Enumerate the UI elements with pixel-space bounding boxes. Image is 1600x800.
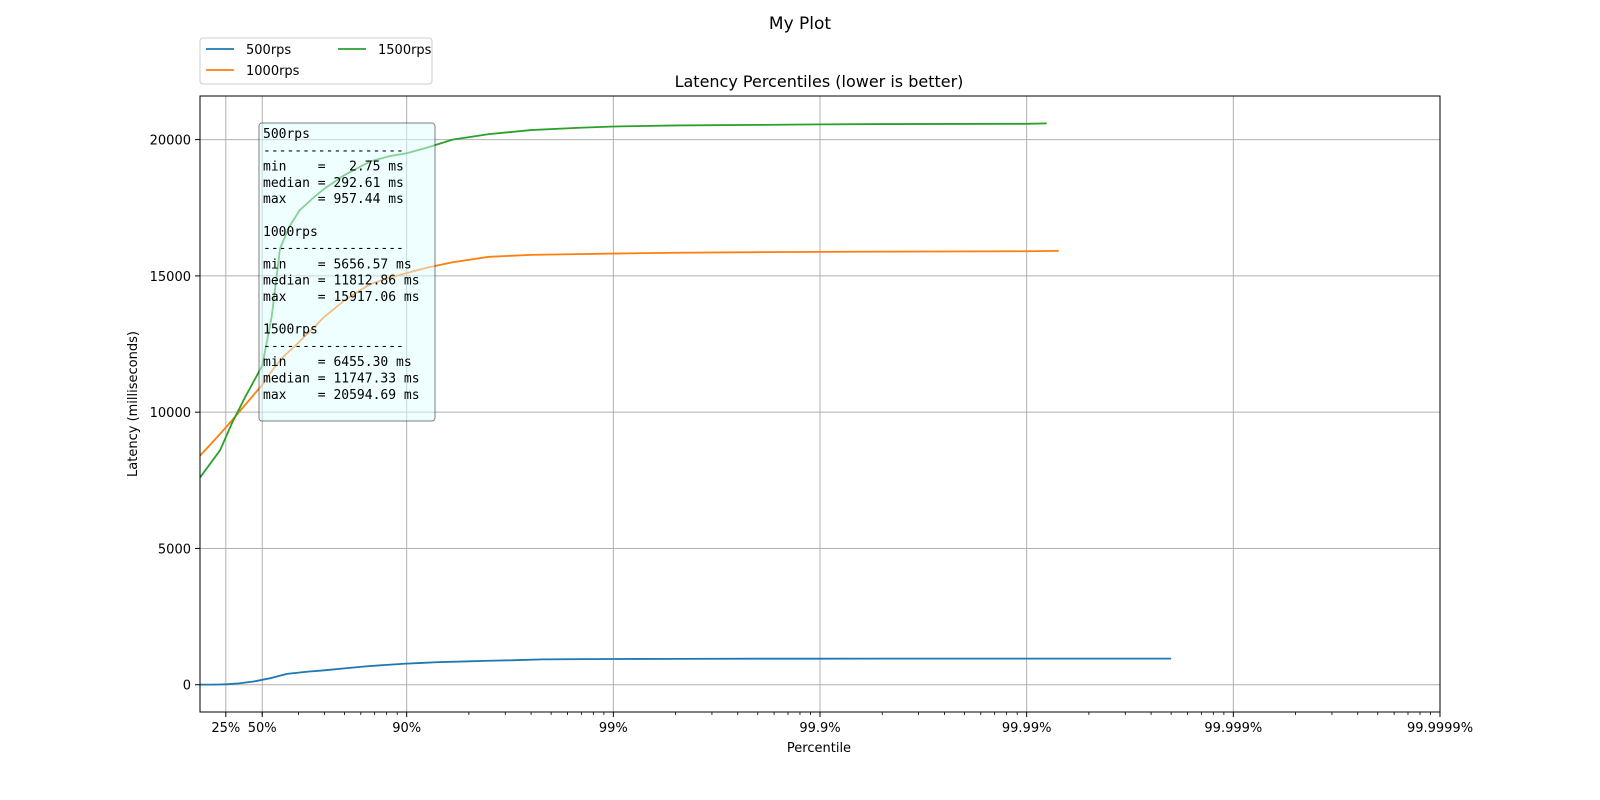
stats-line: ------------------ [263,143,404,158]
legend-label: 1500rps [378,43,432,58]
stats-line: ------------------ [263,339,404,354]
x-tick-label: 99.999% [1204,721,1262,736]
legend-box [199,37,433,85]
x-tick-label: 99.99% [1002,721,1052,736]
y-tick-label: 10000 [150,406,191,421]
figure-title: My Plot [769,14,832,34]
stats-line: min = 2.75 ms [263,160,404,175]
stats-box: 500rps------------------min = 2.75 msmed… [258,122,436,422]
legend: 500rps 1000rps 1500rps [199,37,433,85]
axes-title: Latency Percentiles (lower is better) [675,72,964,91]
stats-line: median = 292.61 ms [263,176,404,191]
legend-label: 1000rps [246,64,300,79]
stats-line: ------------------ [263,241,404,256]
y-axis-label: Latency (milliseconds) [126,331,141,477]
stats-box-background [258,122,436,422]
y-tick-label: 20000 [150,134,191,149]
stats-line: max = 957.44 ms [263,192,404,207]
x-tick-label: 99.9% [799,721,840,736]
stats-line: median = 11747.33 ms [263,372,420,387]
stats-line: min = 5656.57 ms [263,257,412,272]
legend-label: 500rps [246,43,291,58]
x-axis-label: Percentile [787,741,851,756]
x-tick-label: 50% [248,721,277,736]
y-tick-label: 0 [183,679,191,694]
stats-line: 1500rps [263,323,318,338]
x-axis-ticks: 25% 50% 90% 99% 99.9% 99.99% 99.999% 99.9999% [211,712,1473,736]
x-tick-label: 25% [211,721,240,736]
stats-line: 1000rps [263,225,318,240]
stats-line: 500rps [263,127,310,142]
x-tick-label: 99% [599,721,628,736]
stats-line: max = 20594.69 ms [263,388,420,403]
series-line-500rps [199,657,1172,686]
y-tick-label: 15000 [150,270,191,285]
stats-line: median = 11812.86 ms [263,274,420,289]
stats-line: max = 15917.06 ms [263,290,420,305]
stats-line: min = 6455.30 ms [263,355,412,370]
y-axis-ticks: 0 5000 10000 15000 20000 [150,134,200,694]
x-tick-label: 90% [392,721,421,736]
y-tick-label: 5000 [158,542,191,557]
x-tick-label: 99.9999% [1407,721,1473,736]
